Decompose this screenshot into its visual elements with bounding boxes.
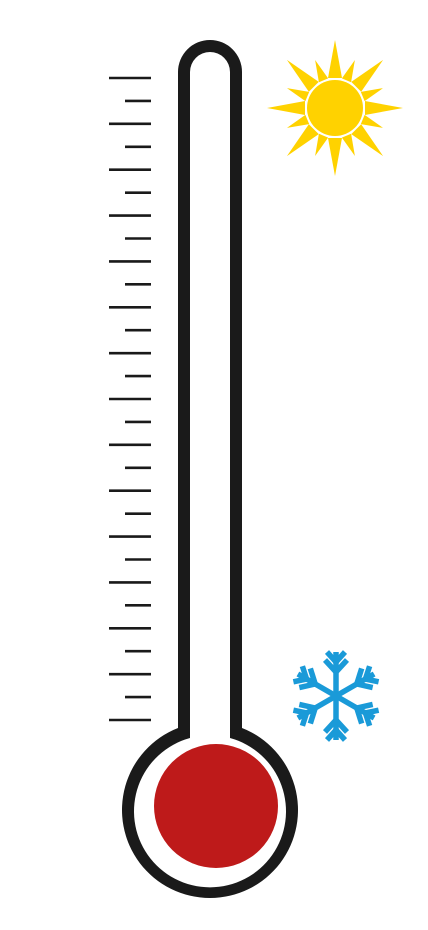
temperature-scale — [109, 78, 151, 720]
sun-ray — [328, 40, 342, 78]
sun-ray — [287, 115, 309, 128]
sun-ray — [315, 134, 328, 156]
sun-ray — [361, 115, 383, 128]
sun-ray — [328, 138, 342, 176]
sun-ray — [361, 88, 383, 101]
sun-ray — [287, 60, 319, 92]
mercury-bulb — [154, 744, 278, 868]
sun-ray — [365, 101, 403, 115]
sun-ray — [342, 134, 355, 156]
sun-ray — [342, 60, 355, 82]
sun-icon — [267, 40, 403, 176]
sun-ray — [287, 88, 309, 101]
sun-ray — [351, 124, 383, 156]
sun-ray — [315, 60, 328, 82]
sun-ray — [267, 101, 305, 115]
sun-ray — [351, 60, 383, 92]
sun-ray — [287, 124, 319, 156]
snowflake-icon — [292, 652, 379, 740]
